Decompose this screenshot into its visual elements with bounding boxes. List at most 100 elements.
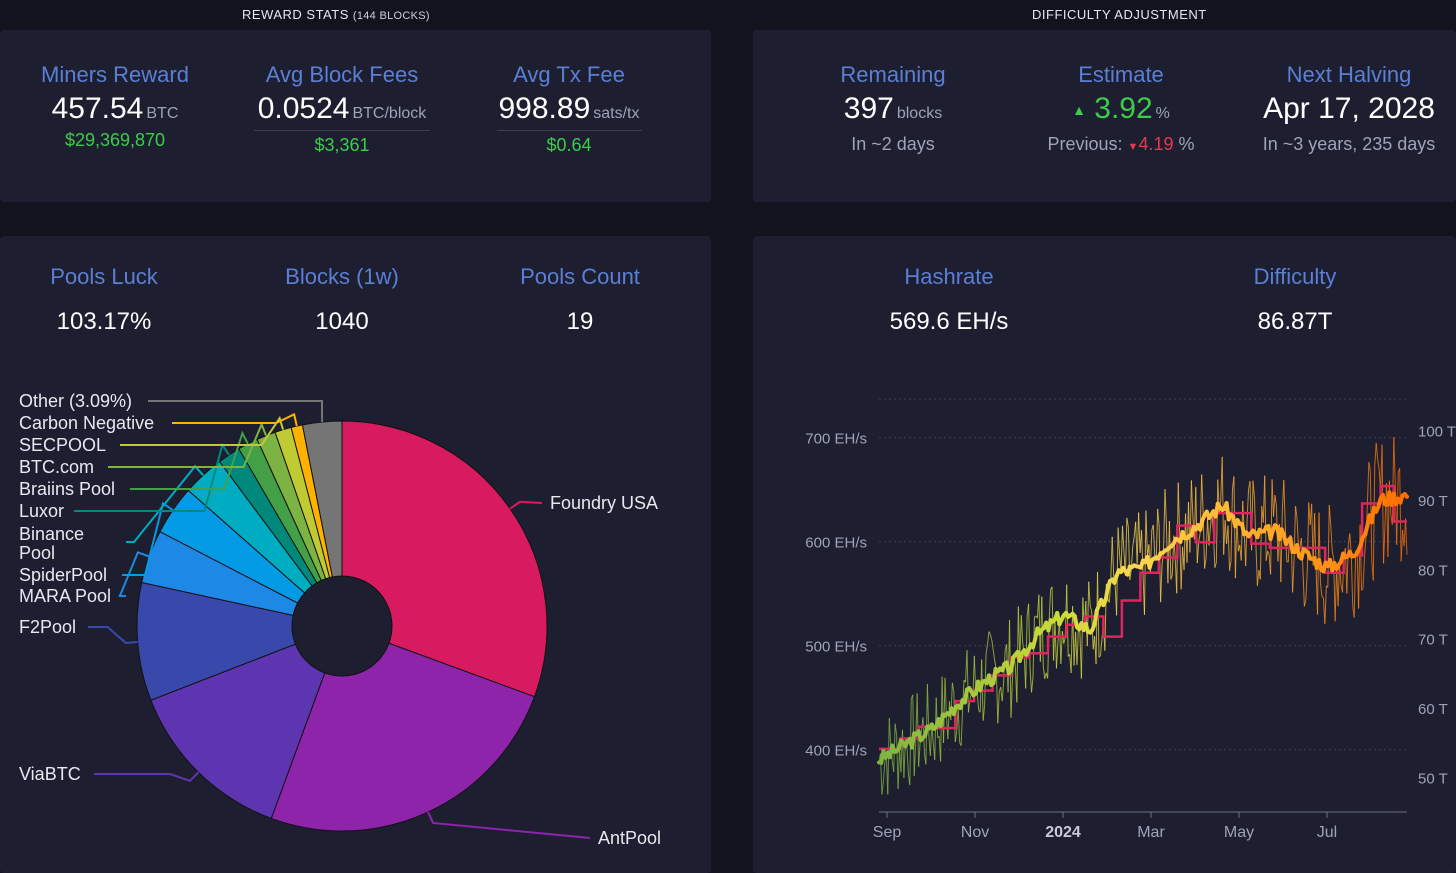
hashrate-daily-segment bbox=[1280, 510, 1283, 582]
hashrate-daily-segment bbox=[897, 747, 901, 790]
remaining-eta: In ~2 days bbox=[851, 134, 935, 154]
pie-slice-f2pool[interactable] bbox=[136, 581, 297, 701]
hashrate-daily-segment bbox=[985, 643, 989, 654]
hashrate-daily-segment bbox=[913, 743, 917, 776]
pie-leader-binance-pool bbox=[126, 464, 204, 543]
hashrate-daily-segment bbox=[1138, 512, 1141, 553]
network-panel: Hashrate 569.6 EH/s Difficulty 86.87T bbox=[753, 236, 1456, 873]
hashrate-daily-segment bbox=[1295, 506, 1298, 518]
next-halving-stat: Next Halving Apr 17, 2028 In ~3 years, 2… bbox=[1243, 62, 1455, 155]
hashrate-daily-segment bbox=[1363, 537, 1367, 558]
hashrate-daily-segment bbox=[1028, 603, 1031, 669]
hashrate-daily-segment bbox=[1366, 462, 1370, 504]
hashrate-daily-segment bbox=[1215, 479, 1219, 563]
pie-leader-other-3-09 bbox=[148, 400, 324, 422]
next-halving-eta: In ~3 years, 235 days bbox=[1262, 134, 1436, 154]
hashrate-daily-segment bbox=[1230, 489, 1233, 561]
pie-slice-antpool[interactable] bbox=[270, 642, 536, 832]
hashrate-daily-segment bbox=[1292, 560, 1295, 593]
hashrate-daily-segment bbox=[1111, 536, 1115, 577]
hashrate-daily-segment bbox=[918, 743, 921, 767]
x-tick-label: Jul bbox=[1317, 824, 1337, 841]
pie-slice-foundry-usa[interactable] bbox=[341, 420, 548, 698]
hashrate-daily-segment bbox=[1372, 466, 1376, 581]
blocks-1w-value: 1040 bbox=[315, 308, 369, 335]
hashrate-average-segment bbox=[1009, 655, 1016, 673]
y-left-tick-label: 500 EH/s bbox=[805, 639, 867, 656]
estimate-value: ▲ 3.92% bbox=[1021, 92, 1221, 126]
hashrate-daily-segment bbox=[1368, 462, 1371, 471]
hashrate-daily-segment bbox=[1190, 480, 1194, 517]
pie-label-carbon-negative: Carbon Negative bbox=[19, 413, 154, 433]
hashrate-daily-segment bbox=[882, 761, 886, 782]
hashrate-daily-segment bbox=[1306, 502, 1310, 572]
hashrate-daily-segment bbox=[1374, 442, 1377, 467]
hashrate-daily-segment bbox=[1089, 605, 1093, 612]
hashrate-daily-segment bbox=[1186, 502, 1189, 563]
arrow-up-icon: ▲ bbox=[1072, 102, 1086, 119]
hashrate-daily-segment bbox=[1198, 532, 1201, 543]
hashrate-daily-segment bbox=[1267, 550, 1270, 555]
hashrate-average-segment bbox=[962, 687, 969, 705]
hashrate-daily-segment bbox=[1164, 488, 1167, 527]
hashrate-daily-segment bbox=[992, 651, 996, 662]
pie-leader-viabtc bbox=[94, 771, 200, 782]
hashrate-daily-segment bbox=[1129, 570, 1132, 580]
hashrate-daily-segment bbox=[1274, 494, 1277, 507]
hashrate-daily-segment bbox=[1253, 497, 1257, 546]
pools-luck-value: 103.17% bbox=[56, 308, 152, 335]
hashrate-daily-segment bbox=[1001, 681, 1005, 702]
avg-tx-fee-fiat: $0.64 bbox=[546, 135, 592, 155]
next-halving-value: Apr 17, 2028 bbox=[1263, 92, 1435, 125]
hashrate-daily-segment bbox=[1160, 563, 1163, 603]
hashrate-daily-segment bbox=[888, 718, 892, 745]
hashrate-daily-segment bbox=[943, 677, 946, 744]
estimate-previous: Previous: ▼4.19 % bbox=[1021, 134, 1221, 155]
hashrate-daily-segment bbox=[1223, 520, 1226, 555]
hashrate-daily-segment bbox=[935, 697, 939, 738]
pie-label-secpool: SECPOOL bbox=[19, 435, 106, 455]
remaining-unit: blocks bbox=[896, 105, 943, 122]
pie-leader-braiins-pool bbox=[130, 430, 249, 490]
y-left-tick-label: 700 EH/s bbox=[805, 431, 867, 448]
hashrate-daily-segment bbox=[1350, 554, 1354, 607]
previous-unit: % bbox=[1178, 134, 1195, 154]
hashrate-daily-segment bbox=[1321, 596, 1324, 599]
hashrate-daily-segment bbox=[1308, 502, 1311, 525]
pie-slice-viabtc[interactable] bbox=[150, 643, 326, 820]
hashrate-daily-segment bbox=[929, 724, 933, 756]
hashrate-daily-segment bbox=[1120, 525, 1123, 573]
miners-reward-value: 457.54 BTC bbox=[10, 92, 220, 126]
pie-slice-other-3-09[interactable] bbox=[301, 420, 343, 578]
hashrate-label: Hashrate bbox=[904, 264, 994, 289]
pie-leader-carbon-negative bbox=[172, 412, 298, 427]
hashrate-daily-segment bbox=[960, 708, 964, 746]
hashrate-average-segment bbox=[1103, 586, 1110, 603]
hashrate-daily-segment bbox=[1405, 518, 1408, 555]
hashrate-daily-segment bbox=[1126, 517, 1129, 527]
miners-reward-label: Miners Reward bbox=[41, 62, 189, 87]
hashrate-daily-segment bbox=[1136, 512, 1140, 564]
hashrate-daily-segment bbox=[954, 731, 958, 743]
hashrate-daily-segment bbox=[1110, 536, 1113, 582]
hashrate-daily-segment bbox=[1377, 459, 1380, 470]
hashrate-daily-segment bbox=[1283, 480, 1286, 526]
hashrate-daily-segment bbox=[1167, 520, 1170, 584]
hashrate-daily-segment bbox=[1234, 518, 1238, 579]
hashrate-daily-segment bbox=[1245, 518, 1248, 567]
hashrate-daily-segment bbox=[1324, 585, 1327, 624]
hashrate-daily-segment bbox=[1117, 527, 1121, 555]
hashrate-daily-segment bbox=[1331, 550, 1335, 559]
miners-reward-amount: 457.54 bbox=[51, 92, 144, 125]
hashrate-daily-segment bbox=[951, 682, 955, 693]
hashrate-daily-segment bbox=[1066, 584, 1069, 657]
hashrate-average-segment bbox=[1402, 492, 1409, 499]
pie-label-viabtc: ViaBTC bbox=[19, 764, 81, 784]
pools-count-stat: Pools Count 19 bbox=[480, 264, 680, 336]
avg-tx-fee-unit: sats/tx bbox=[593, 105, 640, 122]
miners-reward-stat: Miners Reward 457.54 BTC $29,369,870 bbox=[10, 62, 220, 151]
pie-label-foundry-usa: Foundry USA bbox=[550, 493, 658, 513]
hashrate-daily-segment bbox=[1399, 468, 1402, 562]
hashrate-daily-segment bbox=[1400, 529, 1404, 562]
hashrate-daily-segment bbox=[1229, 560, 1232, 571]
